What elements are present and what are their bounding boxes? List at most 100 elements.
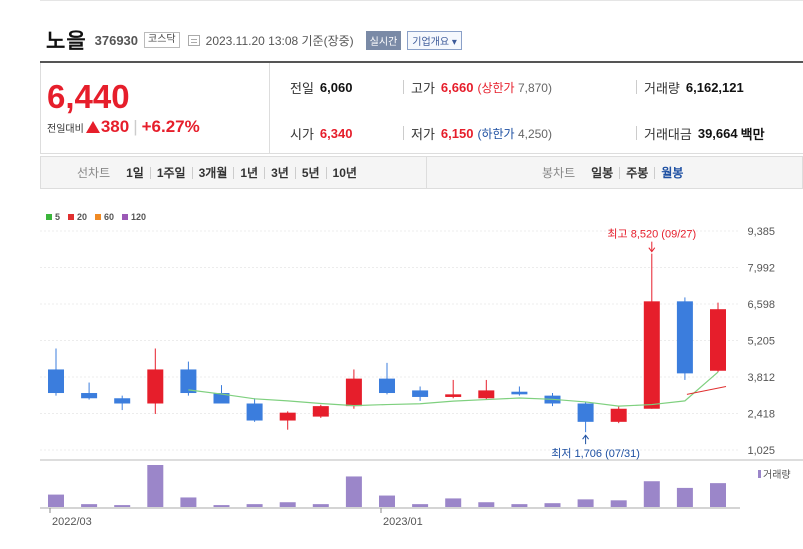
volume-bar	[610, 500, 627, 507]
amount-label: 거래대금	[644, 127, 692, 142]
legend-item: 20	[68, 212, 87, 222]
volume-bar	[710, 483, 726, 507]
candle-body	[412, 390, 429, 397]
divider	[403, 80, 404, 94]
volume-bar	[643, 481, 660, 507]
open-price: 시가 6,340	[290, 124, 352, 143]
open-label: 시가	[290, 127, 314, 142]
volume-bar	[180, 497, 197, 507]
candle-tab-0[interactable]: 일봉	[585, 166, 621, 179]
prev-close-label: 전일	[290, 81, 314, 96]
amount-value: 39,664	[697, 126, 738, 141]
volume-bar	[147, 465, 164, 507]
y-tick-label: 6,598	[747, 299, 775, 311]
candle-tab-2[interactable]: 월봉	[661, 165, 684, 180]
candle-body	[114, 398, 131, 404]
y-tick-label: 1,025	[747, 445, 775, 457]
current-price: 6,440	[47, 78, 130, 115]
upper-limit: (상한가 7,870)	[477, 79, 552, 96]
line-tab-3[interactable]: 1년	[234, 166, 266, 179]
candle-body	[511, 391, 528, 395]
line-tab-6[interactable]: 10년	[332, 165, 357, 180]
legend-swatch	[122, 214, 129, 220]
low-label: 저가	[411, 127, 435, 142]
legend-label: 60	[104, 212, 115, 222]
stock-code: 376930	[94, 32, 139, 48]
realtime-badge[interactable]: 실시간	[365, 30, 402, 50]
volume-bar	[445, 498, 462, 507]
candle-body	[246, 403, 263, 421]
volume-bar	[577, 499, 594, 507]
candle-body	[643, 301, 660, 409]
line-tab-4[interactable]: 3년	[265, 166, 296, 179]
low-price: 저가 6,150 (하한가 4,250)	[411, 124, 552, 143]
volume-bar	[279, 502, 296, 507]
price-box: 6,440 전일대비 380 | +6.27%	[40, 63, 270, 154]
high-annotation: 최고 8,520 (09/27)	[607, 228, 696, 241]
y-tick-label: 5,205	[747, 336, 775, 348]
legend-swatch	[95, 214, 102, 220]
legend-label: 20	[77, 212, 88, 222]
amount-unit: 백만	[740, 127, 765, 142]
lower-limit-value: 4,250)	[517, 127, 552, 141]
candle-body	[676, 301, 693, 374]
volume-bar	[213, 505, 230, 507]
y-tick-label: 7,992	[747, 263, 775, 275]
line-tab-0[interactable]: 1일	[120, 166, 151, 179]
calendar-icon	[187, 34, 200, 46]
volume-value: 6,162,121	[685, 80, 744, 95]
candle-body	[478, 390, 495, 399]
volume-bar	[48, 494, 64, 507]
candle-body	[180, 369, 197, 394]
candlestick-chart-svg: 9,385 7,992 6,598 5,205 3,812 2,418 1,025 최고 8,…	[40, 226, 803, 528]
low-value: 6,150	[440, 126, 474, 141]
candle-body	[445, 394, 462, 397]
high-arrow-head	[648, 247, 656, 253]
line-tab-1[interactable]: 1주일	[151, 166, 193, 179]
company-overview-button[interactable]: 기업개요 ▾	[407, 30, 462, 50]
candle-body	[345, 378, 362, 407]
candle-chart-label: 봉차트	[542, 166, 576, 180]
change-amount: 380	[100, 117, 130, 136]
quote-datetime: 2023.11.20 13:08 기준(장중)	[205, 33, 354, 48]
ma20-line	[686, 385, 727, 395]
up-arrow-icon	[85, 121, 100, 133]
candle-body	[213, 393, 230, 404]
divider	[636, 80, 637, 94]
volume-bar	[81, 504, 98, 507]
change-separator: |	[133, 117, 138, 136]
volume-bar	[412, 504, 429, 507]
chart-legend: 5 20 60 120	[46, 212, 146, 222]
volume-label: 거래량	[644, 81, 680, 96]
high-price: 고가 6,660 (상한가 7,870)	[411, 78, 552, 97]
y-tick-label: 3,812	[747, 372, 775, 384]
price-chart[interactable]: 5 20 60 120 9,385 7,992 6,598 5,205 3,812 2,418 1…	[40, 200, 803, 549]
volume-bar	[511, 504, 528, 507]
legend-item: 120	[122, 212, 146, 222]
stock-header: 노을 376930 코스닥 2023.11.20 13:08 기준(장중) 실시…	[46, 29, 462, 53]
volume-bar	[379, 495, 395, 507]
volume-legend-label: 거래량	[763, 469, 791, 481]
ma5-line	[188, 371, 719, 407]
candle-tab-1[interactable]: 주봉	[620, 166, 656, 179]
line-tab-5[interactable]: 5년	[296, 166, 327, 179]
high-value: 6,660	[440, 80, 474, 95]
line-tab-2[interactable]: 3개월	[193, 166, 235, 179]
divider	[403, 126, 404, 140]
stock-name: 노을	[46, 30, 87, 53]
candle-chart-tabs: 봉차트 일봉 주봉 월봉	[542, 157, 689, 188]
low-arrow-head	[582, 434, 589, 440]
candle-body	[81, 393, 98, 399]
x-tick-label: 2023/01	[383, 516, 423, 528]
candle-body	[312, 406, 329, 417]
chart-period-tabs: 선차트 1일 1주일 3개월 1년 3년 5년 10년 봉차트 일봉 주봉 월봉	[40, 156, 803, 189]
divider	[426, 157, 427, 188]
y-tick-label: 2,418	[747, 409, 775, 421]
legend-label: 120	[131, 212, 147, 222]
volume-legend-swatch	[758, 470, 761, 478]
change-percent: +6.27%	[141, 117, 200, 136]
line-chart-tabs: 선차트 1일 1주일 3개월 1년 3년 5년 10년	[77, 157, 363, 188]
candle-body	[577, 403, 594, 422]
legend-label: 5	[55, 212, 61, 222]
